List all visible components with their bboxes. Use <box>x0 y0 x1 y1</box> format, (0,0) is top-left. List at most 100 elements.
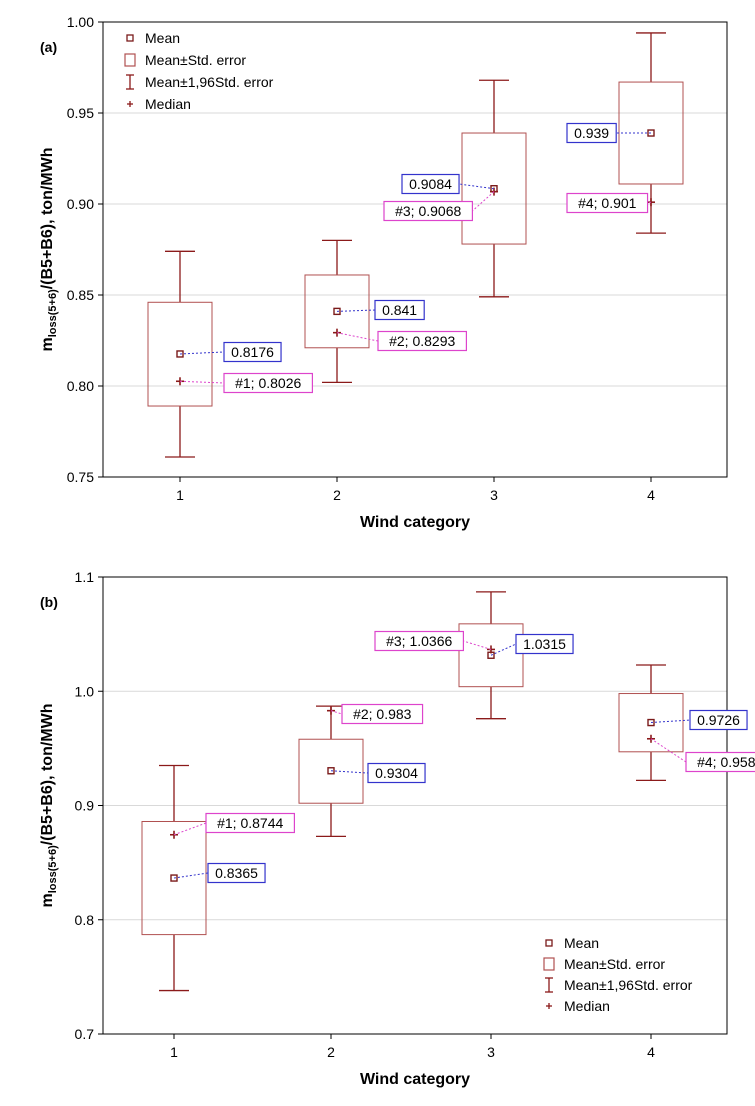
mean-callout-box <box>207 862 266 884</box>
y-tick-label: 1.0 <box>75 683 95 699</box>
median-callout-box <box>223 372 314 394</box>
se-box <box>618 693 684 753</box>
x-tick-label: 4 <box>647 1044 655 1060</box>
x-tick-label: 3 <box>487 1044 495 1060</box>
y-tick-label: 0.75 <box>67 469 94 485</box>
se-box <box>458 623 524 688</box>
legend-mean-symbol <box>126 34 134 42</box>
median-callout-leader <box>336 332 379 342</box>
y-tick-label: 0.80 <box>67 378 94 394</box>
mean-callout-box <box>515 633 574 655</box>
mean-callout-label: 0.8365 <box>215 865 258 881</box>
box-category-4: 0.9726 #4; 0.9584 <box>618 664 755 782</box>
box-category-1: 0.8365 #1; 0.8744 <box>141 764 296 992</box>
mean-callout-label: 0.841 <box>382 302 417 318</box>
y-axis-label-rest: /(B5+B6), ton/MWh <box>39 704 56 846</box>
mean-callout-box <box>566 122 617 144</box>
mean-marker <box>647 129 655 137</box>
x-tick-label: 2 <box>327 1044 335 1060</box>
legend-entry-label: Median <box>145 96 191 112</box>
mean-marker <box>170 874 178 882</box>
box-category-1: 0.8176 #1; 0.8026 <box>147 250 314 458</box>
y-axis-label-subscript: loss(5+6) <box>47 289 59 337</box>
median-callout-box <box>685 751 755 773</box>
legend-se-symbol <box>543 957 555 971</box>
legend-entry-label: Mean±1,96Std. error <box>564 977 693 993</box>
median-callout-label: #2; 0.8293 <box>389 333 455 349</box>
median-callout-box <box>341 703 424 725</box>
x-tick-label: 1 <box>176 487 184 503</box>
median-callout-leader <box>463 640 492 650</box>
mean-callout-leader <box>179 351 225 355</box>
median-callout-box <box>205 812 296 834</box>
median-callout-label: #2; 0.983 <box>353 706 412 722</box>
median-callout-leader <box>650 738 687 763</box>
panel-label: (b) <box>40 594 58 610</box>
mean-callout-label: 0.939 <box>574 125 609 141</box>
se-box <box>304 274 370 349</box>
chart-panel-a: 0.75 0.80 0.85 0.90 0.95 1.00 1 2 3 4 Wind categor… <box>39 14 728 531</box>
median-callout-label: #3; 0.9068 <box>395 203 461 219</box>
y-tick-label: 0.8 <box>75 912 95 928</box>
legend-entry-label: Mean <box>564 935 599 951</box>
median-callout-box <box>377 330 468 352</box>
mean-callout-label: 0.9304 <box>375 765 418 781</box>
y-tick-label: 0.85 <box>67 287 94 303</box>
x-tick-label: 1 <box>170 1044 178 1060</box>
chart-panel-b: 0.7 0.8 0.9 1.0 1.1 1 2 3 4 Wind category mloss(5+… <box>39 569 755 1088</box>
y-tick-label: 1.1 <box>75 569 95 585</box>
x-tick-label: 4 <box>647 487 655 503</box>
legend-entry-label: Median <box>564 998 610 1014</box>
median-callout-box <box>566 192 649 214</box>
median-callout-box <box>374 630 465 652</box>
y-tick-label: 0.90 <box>67 196 94 212</box>
x-axis-label: Wind category <box>360 1071 470 1088</box>
box-category-3: 1.0315 #3; 1.0366 <box>374 591 574 720</box>
y-tick-label: 0.95 <box>67 105 94 121</box>
y-axis-label-rest: /(B5+B6), ton/MWh <box>39 148 56 290</box>
mean-callout-leader <box>490 643 517 656</box>
x-tick-label: 3 <box>490 487 498 503</box>
mean-callout-leader <box>458 183 495 190</box>
mean-callout-box <box>401 173 460 195</box>
legend-entry-label: Mean±Std. error <box>564 956 665 972</box>
y-tick-label: 0.9 <box>75 798 95 814</box>
median-callout-label: #4; 0.9584 <box>697 754 755 770</box>
median-callout-box <box>383 200 474 222</box>
y-axis-label: mloss(5+6)/(B5+B6), ton/MWh <box>39 148 59 352</box>
legend-entry-label: Mean±Std. error <box>145 52 246 68</box>
legend-entry-label: Mean±1,96Std. error <box>145 74 274 90</box>
mean-callout-leader <box>173 872 209 879</box>
box-category-4: 0.939 #4; 0.901 <box>566 32 684 234</box>
legend-entry-label: Mean <box>145 30 180 46</box>
median-callout-label: #4; 0.901 <box>578 195 637 211</box>
mean-callout-box <box>223 341 282 363</box>
legend-mean-symbol <box>545 939 553 947</box>
mean-callout-label: 0.9084 <box>409 176 452 192</box>
x-tick-label: 2 <box>333 487 341 503</box>
median-callout-leader <box>647 201 652 204</box>
median-callout-leader <box>179 380 225 384</box>
legend-se-symbol <box>124 53 136 67</box>
median-callout-leader <box>472 191 495 212</box>
y-tick-label: 0.7 <box>75 1026 95 1042</box>
legend: Mean Mean±Std. error Mean±1,96Std. error Me… <box>543 935 693 1014</box>
se-box <box>147 301 213 407</box>
y-axis-label-main: m <box>39 893 56 907</box>
x-axis-label: Wind category <box>360 514 470 531</box>
mean-callout-box <box>689 709 748 731</box>
mean-callout-leader <box>650 719 691 724</box>
se-box <box>461 132 527 245</box>
panel-label: (a) <box>40 39 57 55</box>
mean-callout-label: 1.0315 <box>523 636 566 652</box>
plot-frame <box>102 21 728 478</box>
median-callout-label: #1; 0.8744 <box>217 815 283 831</box>
median-callout-label: #3; 1.0366 <box>386 633 452 649</box>
y-axis-label-main: m <box>39 337 56 351</box>
y-axis-label-subscript: loss(5+6) <box>47 845 59 893</box>
legend: Mean Mean±Std. error Mean±1,96Std. error Me… <box>124 30 274 112</box>
box-category-2: 0.841 #2; 0.8293 <box>304 239 468 384</box>
mean-callout-leader <box>330 770 369 774</box>
mean-marker <box>647 718 655 727</box>
